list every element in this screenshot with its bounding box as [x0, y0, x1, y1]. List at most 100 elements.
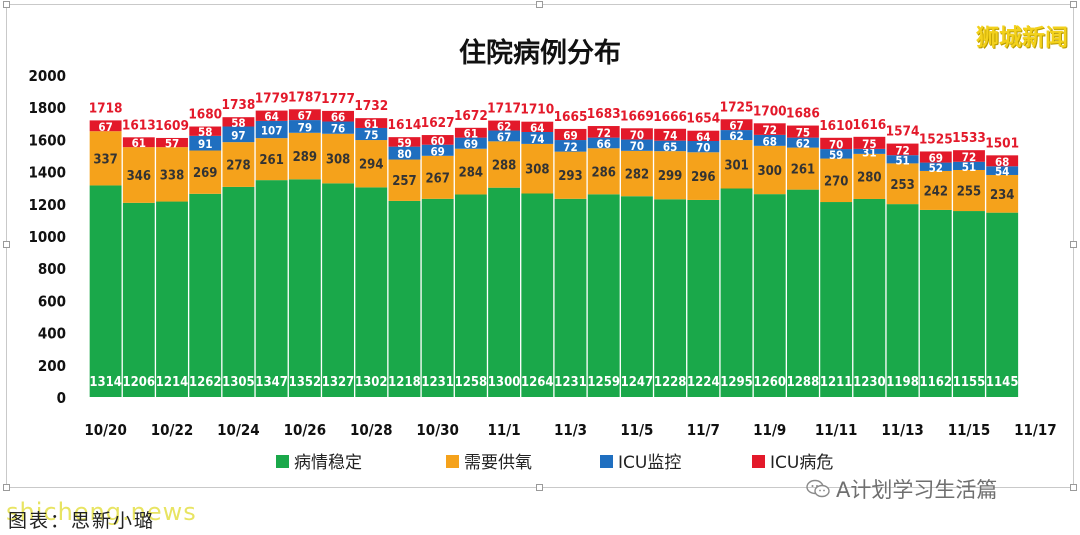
data-label: 91 [198, 137, 212, 151]
data-label: 261 [791, 163, 815, 178]
data-label: 255 [957, 185, 981, 200]
legend-swatch [600, 455, 613, 468]
bar-segment [620, 150, 653, 197]
y-tick-label: 800 [38, 260, 66, 278]
bar-segment [122, 202, 155, 397]
bar-segment [421, 135, 454, 145]
total-label: 1686 [786, 106, 820, 122]
data-label: 267 [425, 171, 449, 186]
y-tick-label: 2000 [28, 67, 66, 85]
data-label: 1211 [820, 375, 853, 390]
bar-segment [853, 148, 886, 154]
total-label: 1501 [985, 135, 1019, 151]
data-label: 257 [392, 174, 416, 189]
data-label: 69 [929, 151, 943, 165]
y-tick-label: 0 [57, 389, 66, 407]
bar-segment [753, 145, 786, 195]
data-label: 57 [165, 137, 179, 151]
total-label: 1610 [819, 118, 853, 134]
resize-handle-bottom-mid[interactable] [536, 484, 543, 491]
total-label: 1627 [421, 115, 455, 131]
total-label: 1533 [952, 130, 986, 146]
bar-segment [587, 137, 620, 149]
y-tick-label: 1200 [28, 196, 66, 214]
total-label: 1666 [653, 109, 687, 125]
data-label: 278 [226, 159, 250, 174]
data-label: 308 [525, 163, 549, 178]
x-tick-label: 10/22 [151, 421, 194, 439]
bar-segment [554, 128, 587, 141]
data-label: 51 [895, 153, 909, 167]
data-label: 301 [724, 158, 748, 173]
bar-segment [156, 147, 188, 202]
resize-handle-bottom-left[interactable] [3, 484, 10, 491]
bar-segment [122, 147, 155, 203]
bar-segment [255, 120, 288, 139]
total-label: 1613 [122, 117, 156, 133]
bar-segment [454, 127, 487, 138]
data-label: 1314 [89, 375, 122, 390]
data-label: 1155 [953, 375, 986, 390]
data-label: 253 [890, 178, 914, 193]
bar-segment [355, 127, 388, 141]
bar-segment [189, 193, 222, 397]
legend-swatch [446, 455, 459, 468]
data-label: 75 [364, 128, 378, 142]
bar-segment [189, 150, 222, 194]
data-label: 1264 [521, 375, 554, 390]
data-label: 288 [492, 159, 516, 174]
bar-segment [620, 128, 653, 140]
data-label: 75 [796, 126, 810, 140]
bar-segment [255, 138, 288, 181]
resize-handle-top-mid[interactable] [536, 1, 543, 8]
bar-segment [255, 180, 288, 397]
data-label: 62 [796, 137, 810, 151]
bar-segment [488, 120, 521, 131]
bar-segment [521, 193, 554, 397]
bar-segment [222, 142, 255, 187]
bar-segment [654, 199, 687, 397]
bar-segment [156, 201, 188, 397]
resize-handle-top-right[interactable] [1070, 1, 1077, 8]
total-label: 1710 [520, 102, 554, 118]
data-label: 62 [497, 120, 511, 134]
x-tick-label: 10/30 [416, 421, 459, 439]
bar-segment [620, 139, 653, 151]
resize-handle-top-left[interactable] [3, 1, 10, 8]
bar-segment [222, 186, 255, 397]
bar-segment [355, 187, 388, 397]
data-label: 1347 [255, 375, 288, 390]
resize-handle-mid-left[interactable] [3, 241, 10, 248]
bar-segment [388, 200, 421, 397]
wechat-account-name: A计划学习生活篇 [836, 478, 998, 502]
figure-caption: 图表：思新小璐 [8, 510, 156, 532]
data-label: 1231 [421, 375, 454, 390]
x-tick-label: 11/7 [687, 421, 720, 439]
bar-segment [421, 155, 454, 199]
data-label: 72 [597, 126, 611, 140]
data-label: 1230 [853, 375, 886, 390]
bar-segment [919, 151, 952, 163]
resize-handle-mid-right[interactable] [1070, 241, 1077, 248]
bar-segment [687, 152, 720, 200]
data-label: 289 [293, 150, 317, 165]
data-label: 296 [691, 170, 715, 185]
data-label: 80 [397, 147, 411, 161]
data-label: 64 [264, 110, 278, 124]
bar-segment [753, 194, 786, 397]
total-label: 1700 [753, 103, 787, 119]
bar-segment [886, 163, 919, 205]
data-label: 1145 [986, 375, 1019, 390]
bar-segment [986, 212, 1019, 397]
data-label: 69 [563, 128, 577, 142]
total-label: 1738 [222, 97, 256, 113]
bar-segment [687, 199, 720, 397]
resize-handle-bottom-right[interactable] [1070, 484, 1077, 491]
x-tick-label: 11/3 [554, 421, 587, 439]
total-label: 1787 [288, 89, 322, 105]
bar-segment [820, 149, 853, 159]
data-label: 68 [763, 134, 777, 148]
data-label: 69 [464, 137, 478, 151]
data-label: 1198 [886, 375, 919, 390]
bar-segment [488, 130, 521, 142]
